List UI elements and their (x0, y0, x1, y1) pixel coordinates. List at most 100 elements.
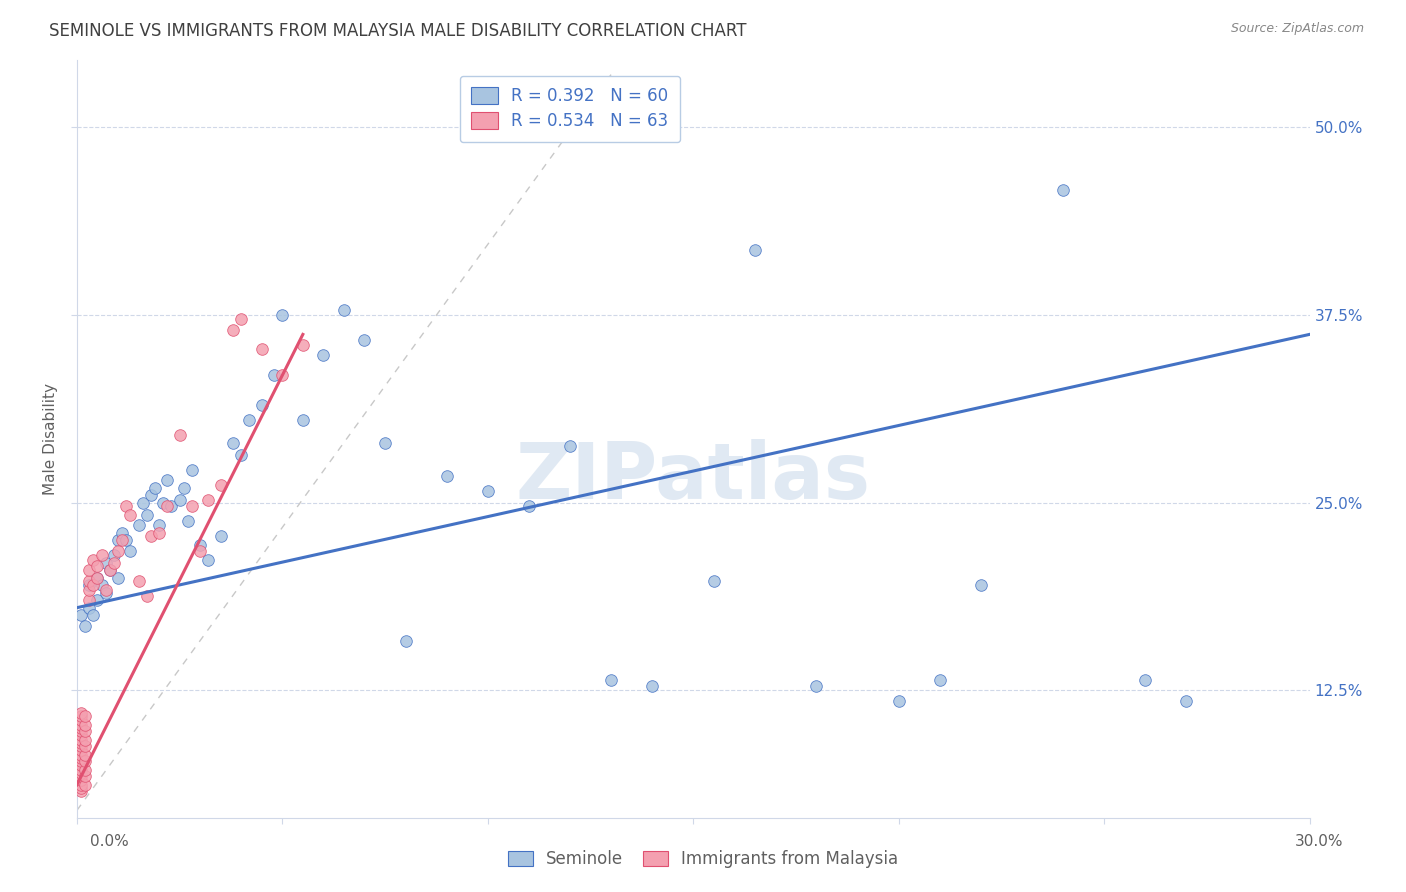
Point (231, 312, 253, 326)
Point (94, 556, 117, 570)
Point (70, 718, 93, 732)
Point (70, 773, 93, 788)
Point (1133, 673, 1156, 687)
Point (70, 736, 93, 750)
Point (107, 543, 129, 558)
Point (70, 754, 93, 768)
Point (75, 718, 97, 732)
Point (70, 751, 93, 765)
Point (291, 413, 314, 427)
Point (928, 673, 950, 687)
Point (477, 483, 499, 498)
Point (169, 428, 191, 442)
Point (98, 563, 121, 577)
Point (77, 593, 100, 607)
Point (131, 495, 153, 509)
Point (139, 488, 162, 502)
Point (70, 747, 93, 762)
Point (641, 679, 664, 693)
Text: Source: ZipAtlas.com: Source: ZipAtlas.com (1230, 22, 1364, 36)
Point (70, 784, 93, 798)
Point (82, 552, 104, 566)
Point (209, 528, 232, 542)
Point (75, 723, 97, 738)
Point (70, 739, 93, 753)
Point (209, 477, 232, 491)
Point (374, 435, 396, 450)
Point (436, 468, 458, 483)
Point (970, 578, 993, 592)
Point (703, 574, 725, 588)
Point (312, 348, 335, 362)
Point (70, 769, 93, 783)
Point (148, 525, 170, 540)
Point (250, 343, 273, 357)
Point (75, 708, 97, 723)
Point (238, 413, 260, 427)
Point (1175, 694, 1198, 708)
Y-axis label: Male Disability: Male Disability (44, 383, 58, 495)
Point (197, 552, 219, 566)
Point (86, 558, 108, 573)
Point (120, 508, 142, 522)
Point (271, 308, 294, 322)
Point (77, 563, 100, 577)
Point (82, 608, 104, 623)
Point (263, 368, 285, 382)
Point (169, 492, 191, 507)
Point (135, 508, 157, 522)
Point (135, 589, 157, 603)
Point (77, 600, 100, 615)
Point (77, 582, 100, 597)
Point (152, 495, 174, 509)
Point (188, 538, 211, 552)
Point (86, 571, 108, 585)
Point (156, 473, 179, 487)
Point (250, 398, 273, 412)
Point (120, 543, 142, 558)
Point (90, 548, 112, 562)
Point (1052, 183, 1074, 197)
Point (75, 739, 97, 753)
Point (70, 721, 93, 735)
Point (70, 765, 93, 780)
Point (558, 438, 581, 452)
Point (75, 747, 97, 762)
Point (75, 763, 97, 777)
Point (77, 574, 100, 588)
Point (94, 585, 117, 599)
Point (887, 694, 910, 708)
Point (70, 714, 93, 728)
Text: 0.0%: 0.0% (90, 834, 129, 849)
Point (231, 448, 253, 462)
Point (77, 578, 100, 592)
Point (107, 571, 129, 585)
Point (70, 608, 93, 623)
Point (517, 499, 540, 513)
Point (75, 754, 97, 768)
Text: SEMINOLE VS IMMIGRANTS FROM MALAYSIA MALE DISABILITY CORRELATION CHART: SEMINOLE VS IMMIGRANTS FROM MALAYSIA MAL… (49, 22, 747, 40)
Point (107, 533, 129, 548)
Point (94, 582, 117, 597)
Point (143, 481, 166, 495)
Point (353, 334, 375, 348)
Point (70, 758, 93, 772)
Point (70, 780, 93, 795)
Point (177, 514, 200, 528)
Legend: R = 0.392   N = 60, R = 0.534   N = 63: R = 0.392 N = 60, R = 0.534 N = 63 (460, 76, 681, 142)
Point (103, 548, 125, 562)
Point (139, 528, 162, 542)
Point (82, 578, 104, 592)
Point (180, 499, 202, 513)
Point (70, 728, 93, 742)
Point (115, 533, 138, 548)
Point (70, 723, 93, 738)
Point (86, 593, 108, 607)
Point (271, 368, 294, 382)
Point (180, 462, 202, 476)
Point (128, 574, 150, 588)
Text: 30.0%: 30.0% (1295, 834, 1343, 849)
Point (806, 679, 828, 693)
Point (75, 732, 97, 747)
Point (70, 743, 93, 757)
